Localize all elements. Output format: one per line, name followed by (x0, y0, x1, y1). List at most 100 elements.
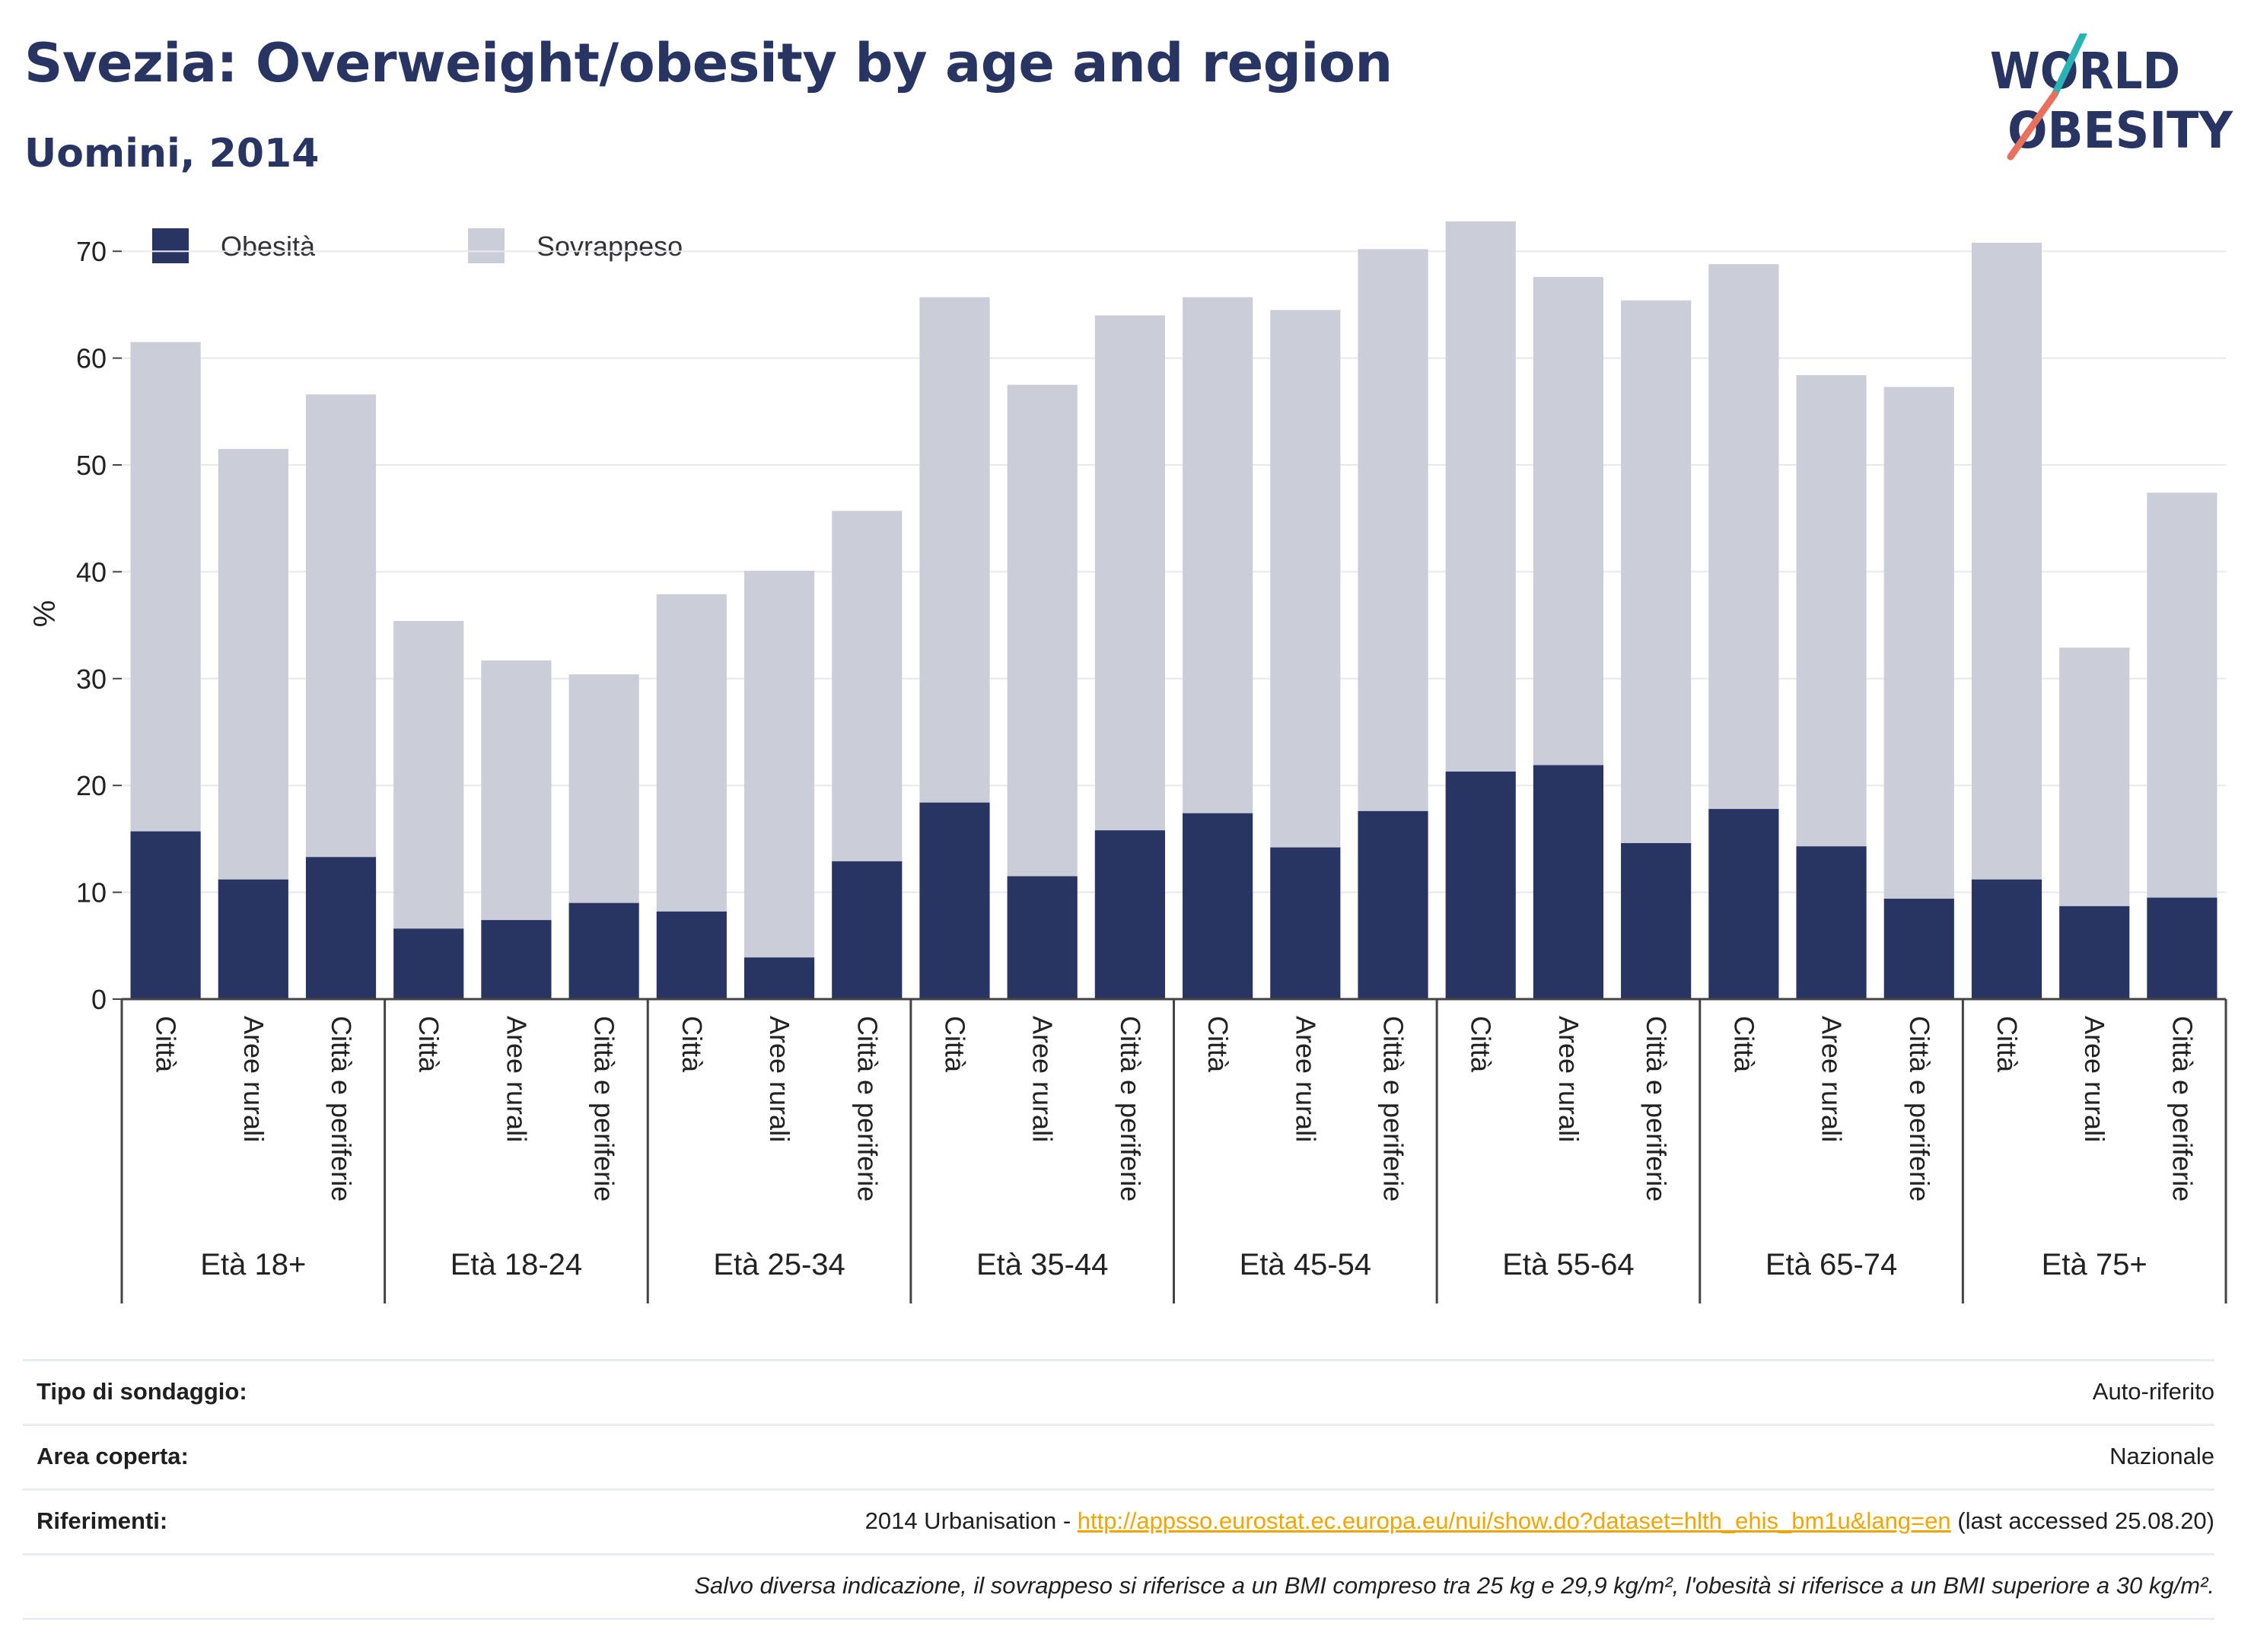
bar-overweight (1358, 249, 1428, 811)
references-link[interactable]: http://appsso.eurostat.ec.europa.eu/nui/… (1077, 1507, 1951, 1534)
bar-obesity (656, 911, 727, 999)
legend-label: Sovrappeso (536, 231, 683, 262)
info-table: Tipo di sondaggio: Auto-riferito Area co… (23, 1359, 2214, 1620)
y-tick-label: 0 (91, 984, 107, 1015)
bar-overweight (568, 674, 639, 903)
bar-overweight (832, 511, 903, 861)
stacked-bar-chart: Obesità Sovrappeso 0 10 20 30 40 50 60 70% Città Ar… (28, 221, 2227, 1303)
bar-overweight (393, 620, 464, 929)
x-tick-label: Città e periferie (589, 1016, 620, 1202)
group-label: Età 18-24 (451, 1248, 582, 1281)
bar-obesity (305, 857, 377, 999)
bar-overweight (1094, 315, 1165, 831)
bar-overweight (481, 660, 552, 921)
x-tick-label: Città (1728, 1016, 1759, 1073)
bar-overweight (1708, 264, 1779, 810)
y-tick-label: 10 (76, 877, 107, 909)
x-tick-label: Città e periferie (1378, 1016, 1409, 1202)
bar-overweight (218, 448, 288, 880)
bar-overweight (1183, 297, 1253, 813)
survey-type-label: Tipo di sondaggio: (37, 1378, 247, 1405)
area-value: Nazionale (2109, 1443, 2214, 1469)
references-label: Riferimenti: (37, 1507, 168, 1534)
x-tick-label: Città e periferie (1904, 1016, 1935, 1202)
info-row-survey-type: Tipo di sondaggio: Auto-riferito (23, 1359, 2214, 1424)
bar-obesity (481, 920, 552, 999)
bar-obesity (832, 861, 903, 999)
x-tick-label: Aree rurali (1290, 1016, 1321, 1142)
logo-slash-coral (2007, 91, 2058, 161)
bar-obesity (568, 902, 639, 999)
bar-obesity (743, 957, 815, 999)
bar-obesity (1445, 771, 1516, 999)
y-tick-label: 30 (76, 664, 107, 695)
survey-type-value: Auto-riferito (2092, 1378, 2214, 1405)
references-prefix: 2014 Urbanisation - (864, 1507, 1078, 1534)
x-tick-label: Città (939, 1016, 970, 1073)
bar-obesity (1183, 813, 1253, 999)
x-tick-label: Città e periferie (1115, 1016, 1146, 1202)
bar-obesity (2147, 897, 2218, 999)
x-tick-label: Aree rurali (764, 1016, 795, 1142)
bar-obesity (1533, 765, 1604, 999)
bar-obesity (1094, 830, 1165, 999)
x-tick-label: Città e periferie (2167, 1016, 2198, 1202)
x-tick-label: Città (151, 1016, 182, 1073)
bar-overweight (656, 594, 727, 912)
bar-obesity (1708, 809, 1779, 999)
bar-overweight (2147, 492, 2218, 898)
bar-obesity (2059, 906, 2130, 999)
legend-swatch-obesity (152, 228, 189, 263)
references-value: 2014 Urbanisation - http://appsso.eurost… (865, 1507, 2214, 1535)
bar-obesity (1621, 843, 1692, 999)
bar-overweight (130, 342, 201, 832)
bar-overweight (1533, 276, 1604, 766)
references-suffix: (last accessed 25.08.20) (1950, 1507, 2214, 1534)
page-subtitle: Uomini, 2014 (24, 131, 320, 177)
bar-overweight (919, 297, 990, 803)
x-tick-label: Città (1202, 1016, 1234, 1073)
bar-overweight (1883, 387, 1954, 899)
x-tick-label: Città e periferie (1641, 1016, 1672, 1202)
legend-swatch-overweight (468, 228, 505, 263)
x-tick-label: Città (1992, 1016, 2023, 1073)
x-tick-label: Aree rurali (1027, 1016, 1059, 1142)
area-label: Area coperta: (37, 1443, 189, 1469)
legend-label: Obesità (221, 231, 316, 262)
definition-note: Salvo diversa indicazione, il sovrappeso… (694, 1572, 2214, 1599)
info-row-area: Area coperta: Nazionale (23, 1424, 2214, 1488)
x-tick-label: Città (1466, 1016, 1497, 1073)
x-tick-label: Città e periferie (326, 1016, 357, 1202)
info-row-note: Salvo diversa indicazione, il sovrappeso… (23, 1553, 2214, 1620)
group-label: Età 65-74 (1765, 1248, 1897, 1281)
bar-overweight (305, 394, 377, 858)
x-tick-label: Aree rurali (2079, 1016, 2110, 1142)
bar-obesity (218, 879, 288, 999)
x-tick-label: Città e periferie (852, 1016, 883, 1202)
group-label: Età 55-64 (1502, 1248, 1634, 1281)
x-tick-label: Aree rurali (238, 1016, 269, 1142)
y-tick-label: 70 (76, 236, 107, 267)
bar-obesity (1796, 846, 1867, 999)
bar-obesity (1971, 879, 2042, 999)
y-tick-label: 20 (76, 770, 107, 801)
bar-overweight (2059, 648, 2130, 906)
bar-overweight (1445, 221, 1516, 772)
x-tick-label: Città (413, 1016, 444, 1073)
group-label: Età 35-44 (976, 1248, 1108, 1281)
bar-overweight (1621, 300, 1692, 844)
logo-line-1: WORLD (1990, 42, 2180, 100)
group-label: Età 18+ (200, 1248, 306, 1281)
bar-obesity (393, 928, 464, 999)
bar-overweight (743, 570, 815, 958)
bar-obesity (1270, 847, 1341, 999)
group-label: Età 25-34 (713, 1248, 845, 1281)
info-row-references: Riferimenti: 2014 Urbanisation - http://… (23, 1488, 2214, 1553)
logo-slash-teal (2051, 33, 2087, 98)
x-tick-label: Aree rurali (1816, 1016, 1848, 1142)
group-label: Età 45-54 (1240, 1248, 1371, 1281)
y-tick-label: 40 (76, 556, 107, 587)
bar-obesity (1883, 899, 1954, 999)
bar-overweight (1796, 375, 1867, 847)
x-tick-label: Aree rurali (501, 1016, 532, 1142)
